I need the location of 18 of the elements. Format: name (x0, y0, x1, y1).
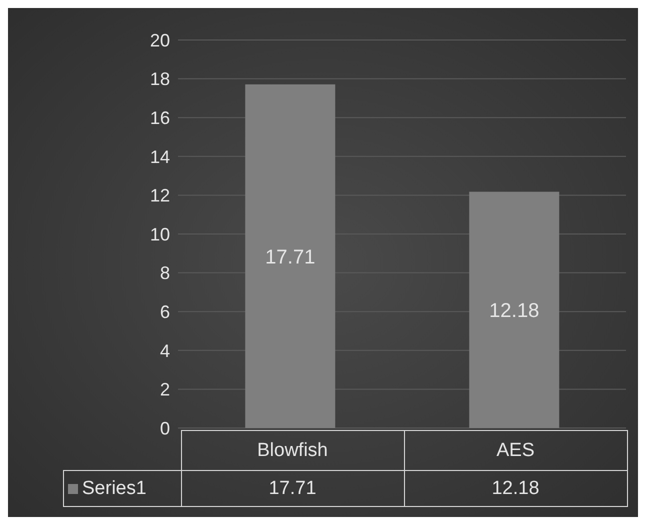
y-tick-label: 8 (160, 263, 170, 284)
y-tick-label: 20 (150, 30, 170, 50)
y-tick-label: 12 (150, 186, 170, 206)
text: 12.18 (489, 300, 540, 322)
y-tick-label: 10 (150, 224, 170, 244)
y-tick-label: 2 (160, 380, 170, 400)
y-tick-label: 4 (160, 340, 170, 361)
text: 17.71 (265, 246, 316, 268)
y-tick-label: 0 (160, 418, 170, 438)
data-label: 17.71 (181, 470, 404, 506)
x-tick-label: Blowfish (181, 430, 404, 470)
legend-label: Series1 (64, 470, 181, 506)
y-tick-label: 16 (150, 108, 170, 128)
x-tick-label: AES (404, 430, 627, 470)
y-tick-label: 14 (150, 146, 170, 167)
data-label: 12.18 (404, 470, 627, 506)
y-tick-label: 6 (160, 302, 170, 322)
y-tick-label: 18 (150, 69, 170, 90)
